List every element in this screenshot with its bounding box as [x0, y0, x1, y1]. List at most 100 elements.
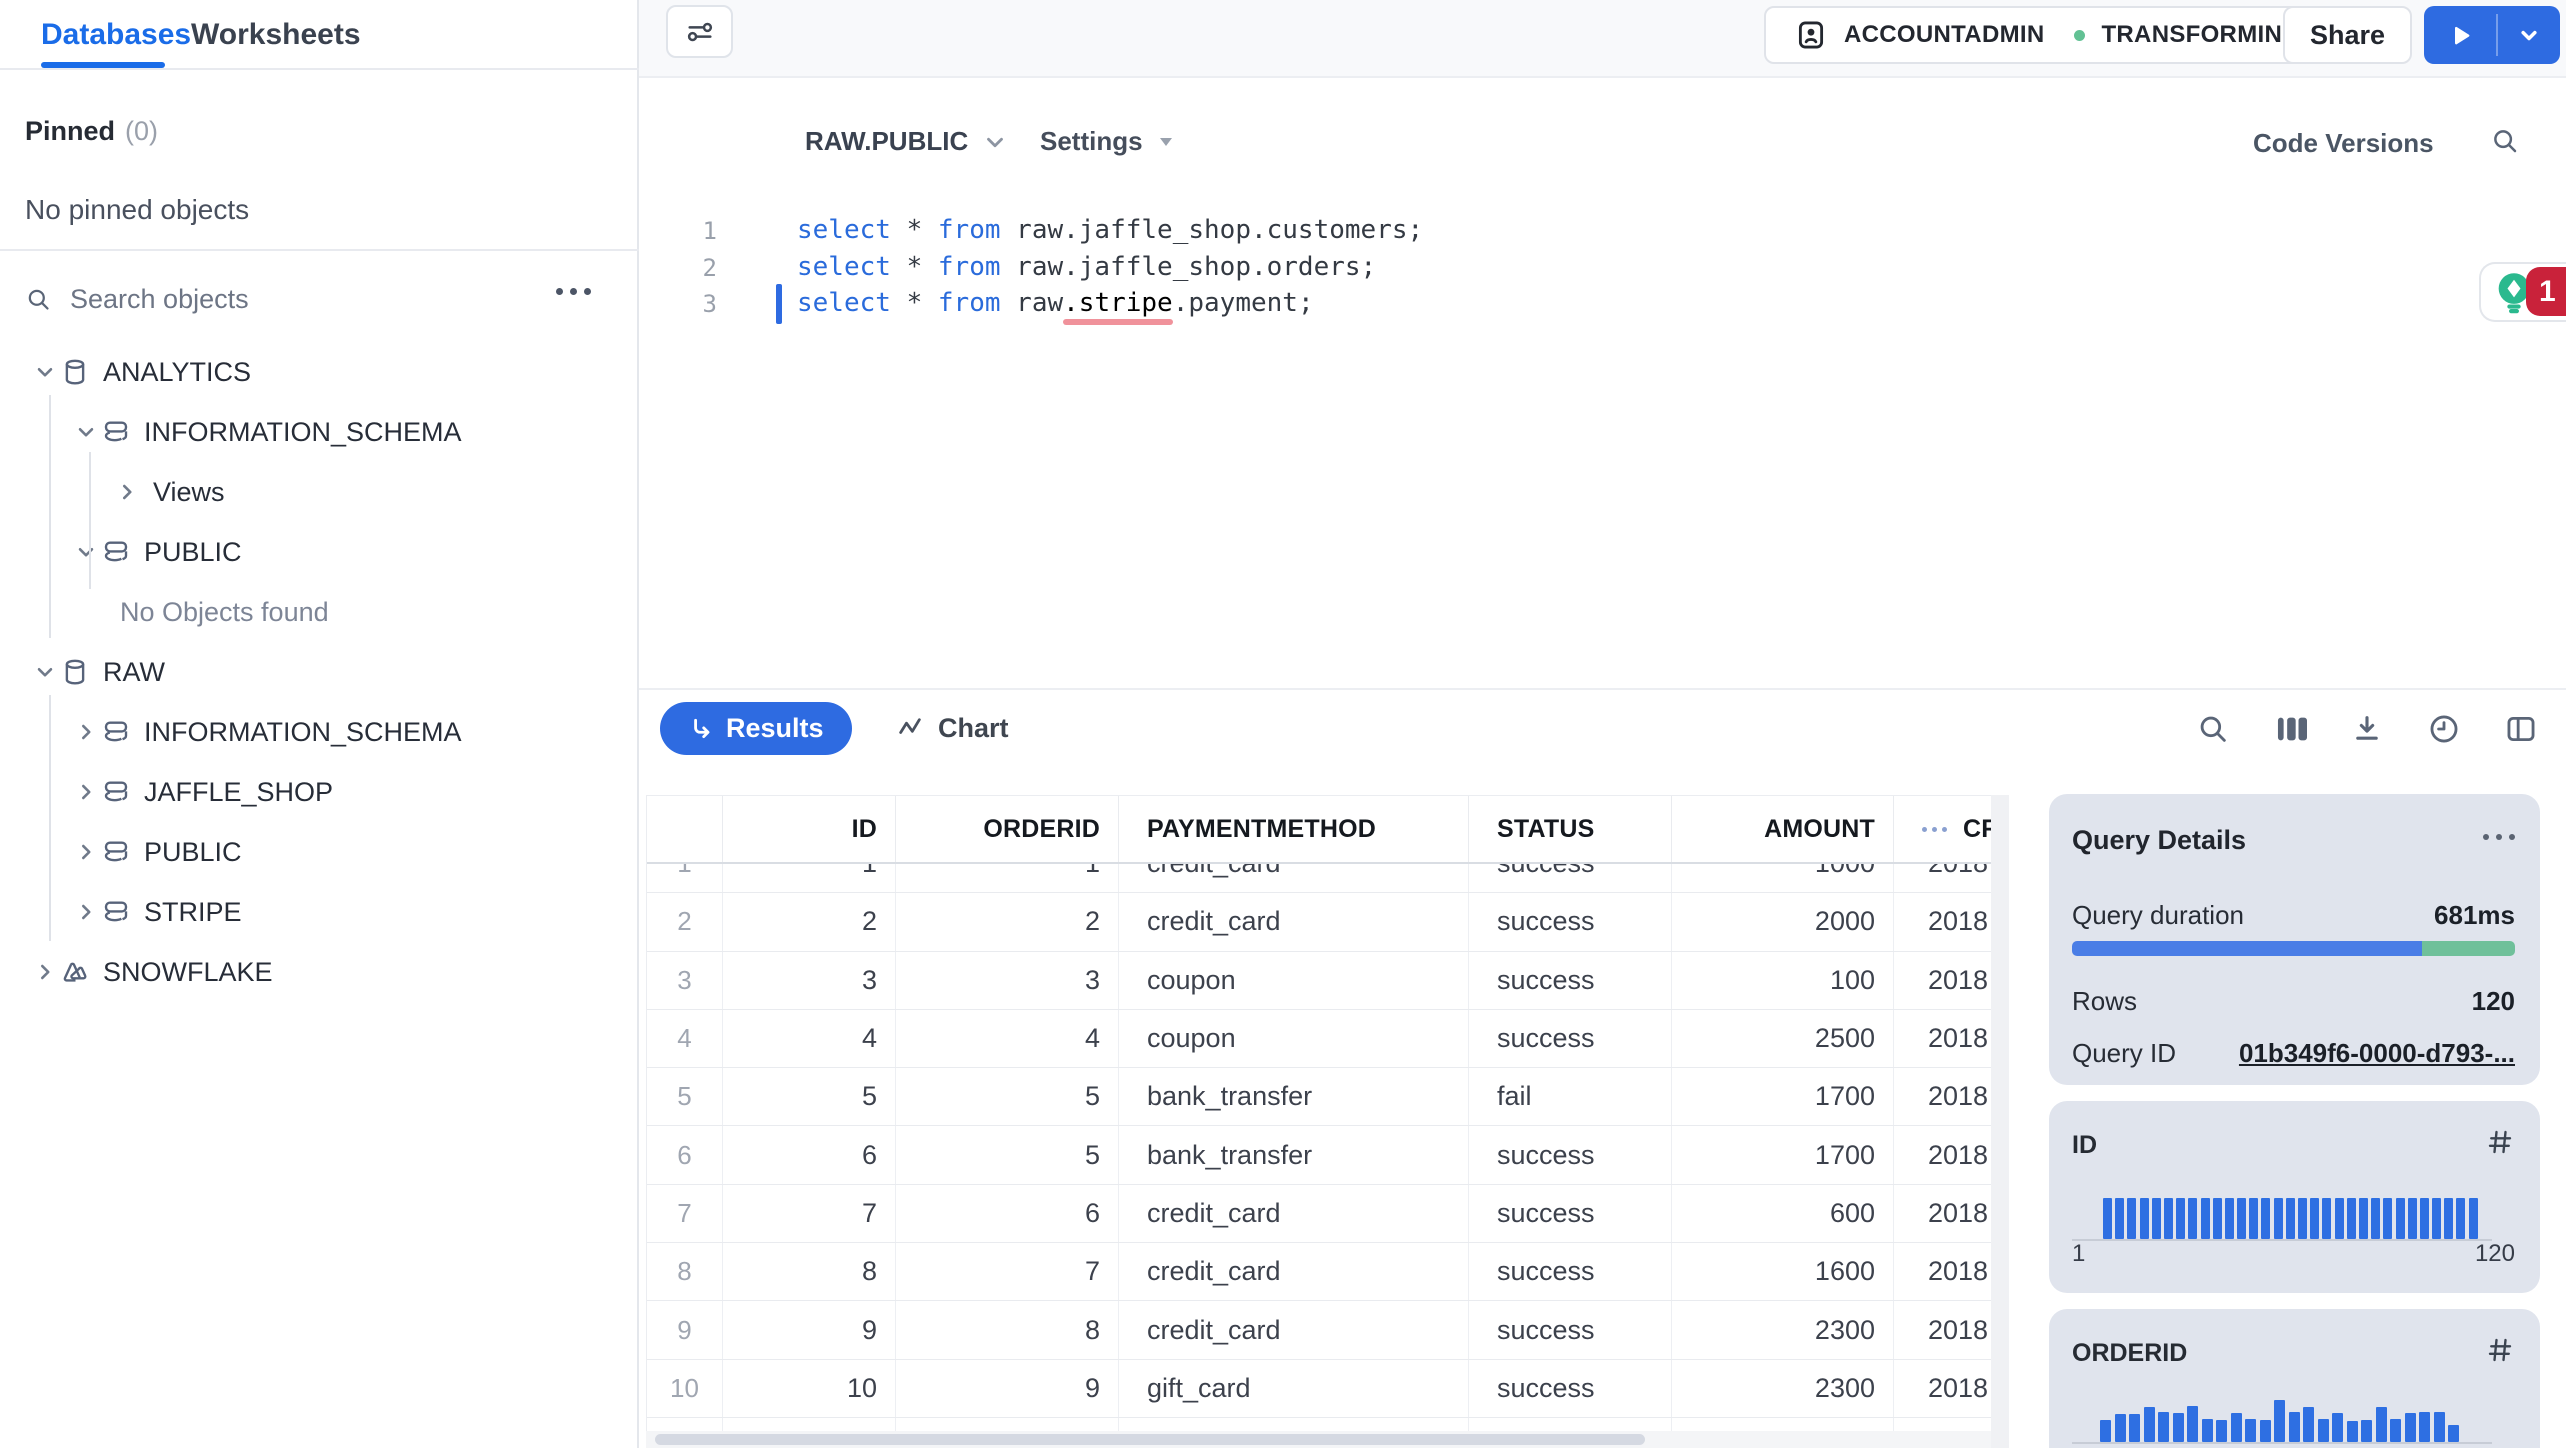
- cell-orderid[interactable]: 9: [896, 1359, 1119, 1417]
- editor-search-icon[interactable]: [2490, 126, 2520, 156]
- row-number[interactable]: 7: [647, 1184, 723, 1243]
- cell-paymentmethod[interactable]: credit_card: [1119, 1184, 1469, 1243]
- cell-paymentmethod[interactable]: credit_card: [1119, 1243, 1469, 1301]
- tab-worksheets[interactable]: Worksheets: [191, 18, 361, 51]
- cell-orderid[interactable]: 1: [896, 864, 1119, 893]
- row-number[interactable]: 6: [647, 1126, 723, 1184]
- cell-amount[interactable]: 100: [1672, 951, 1894, 1009]
- query-history-icon[interactable]: [2421, 706, 2467, 752]
- chevron-right-icon[interactable]: [71, 839, 101, 865]
- cell-paymentmethod[interactable]: bank_transfer: [1119, 1068, 1469, 1126]
- row-number[interactable]: 2: [647, 893, 723, 951]
- cell-paymentmethod[interactable]: credit_card: [1119, 893, 1469, 951]
- cell-amount[interactable]: 2300: [1672, 1301, 1894, 1359]
- cell-orderid[interactable]: 4: [896, 1009, 1119, 1068]
- column-header-created[interactable]: CREATED: [1894, 796, 1991, 862]
- tab-databases[interactable]: Databases: [41, 18, 192, 51]
- row-number[interactable]: 8: [647, 1243, 723, 1301]
- cell-id[interactable]: 5: [723, 1068, 896, 1126]
- column-header-status[interactable]: STATUS: [1469, 796, 1672, 862]
- chevron-down-icon[interactable]: [30, 359, 60, 385]
- cell-status[interactable]: success: [1469, 893, 1672, 951]
- chevron-down-icon[interactable]: [71, 419, 101, 445]
- cell-id[interactable]: 9: [723, 1301, 896, 1359]
- cell-status[interactable]: success: [1469, 1359, 1672, 1417]
- cell-created[interactable]: 2018: [1928, 1314, 1989, 1345]
- tree-item-snowflake[interactable]: SNOWFLAKE: [0, 942, 639, 1002]
- cell-id[interactable]: 7: [723, 1184, 896, 1243]
- column-header-id[interactable]: ID: [723, 796, 896, 862]
- split-panel-icon[interactable]: [2498, 706, 2544, 752]
- cell-id[interactable]: 6: [723, 1126, 896, 1184]
- tree-item-public[interactable]: PUBLIC: [0, 822, 639, 882]
- cell-paymentmethod[interactable]: gift_card: [1119, 1359, 1469, 1417]
- cell-created[interactable]: 2018: [1928, 1197, 1989, 1228]
- cell-created[interactable]: 2018: [1928, 1372, 1989, 1403]
- run-button[interactable]: [2424, 6, 2496, 64]
- column-header-orderid[interactable]: ORDERID: [896, 796, 1119, 862]
- run-options-button[interactable]: [2498, 6, 2560, 64]
- column-header-paymentmethod[interactable]: PAYMENTMETHOD: [1119, 796, 1469, 862]
- cell-id[interactable]: 10: [723, 1359, 896, 1417]
- cell-status[interactable]: fail: [1469, 1068, 1672, 1126]
- cell-paymentmethod[interactable]: coupon: [1119, 1009, 1469, 1068]
- column-stats-card-id[interactable]: ID 1 120: [2049, 1101, 2540, 1293]
- tree-item-jaffle-shop[interactable]: JAFFLE_SHOP: [0, 762, 639, 822]
- cell-amount[interactable]: 2500: [1672, 1009, 1894, 1068]
- chevron-down-icon[interactable]: [30, 659, 60, 685]
- results-search-icon[interactable]: [2190, 706, 2236, 752]
- cell-created[interactable]: 2018: [1928, 1081, 1989, 1112]
- cell-created[interactable]: 2018: [1928, 1139, 1989, 1170]
- cell-orderid[interactable]: 5: [896, 1068, 1119, 1126]
- cell-id[interactable]: 8: [723, 1243, 896, 1301]
- query-id-link[interactable]: 01b349f6-0000-d793-...: [2238, 1038, 2515, 1068]
- cell-orderid[interactable]: [896, 1417, 1119, 1431]
- cell-orderid[interactable]: 6: [896, 1184, 1119, 1243]
- code-versions-button[interactable]: Code Versions: [2253, 128, 2434, 158]
- tree-item-information-schema[interactable]: INFORMATION_SCHEMA: [0, 702, 639, 762]
- share-button[interactable]: Share: [2283, 6, 2412, 64]
- cell-id[interactable]: 2: [723, 893, 896, 951]
- cell-created[interactable]: 2018: [1894, 864, 1991, 892]
- cell-paymentmethod[interactable]: credit_card: [1119, 864, 1469, 893]
- vertical-scrollbar[interactable]: [1991, 795, 2009, 1448]
- cell-paymentmethod[interactable]: coupon: [1119, 951, 1469, 1009]
- error-count-badge[interactable]: 1: [2526, 267, 2566, 316]
- column-stats-card-orderid[interactable]: ORDERID: [2049, 1309, 2540, 1448]
- search-objects-input[interactable]: [68, 282, 452, 316]
- cell-status[interactable]: success: [1469, 1243, 1672, 1301]
- cell-amount[interactable]: 1000: [1672, 864, 1894, 893]
- row-number[interactable]: 4: [647, 1009, 723, 1068]
- cell-amount[interactable]: 2000: [1672, 893, 1894, 951]
- cell-created[interactable]: 2018: [1928, 1023, 1989, 1054]
- row-number[interactable]: 3: [647, 951, 723, 1009]
- row-number[interactable]: 5: [647, 1068, 723, 1126]
- cell-status[interactable]: [1469, 1417, 1672, 1431]
- sql-editor[interactable]: 1 select * from raw.jaffle_shop.customers…: [639, 213, 2439, 325]
- code-line-2[interactable]: 2 select * from raw.jaffle_shop.orders;: [639, 250, 2439, 287]
- chevron-right-icon[interactable]: [112, 479, 142, 505]
- row-number[interactable]: 10: [647, 1359, 723, 1417]
- cell-paymentmethod[interactable]: bank_transfer: [1119, 1126, 1469, 1184]
- cell-amount[interactable]: [1672, 1417, 1894, 1431]
- column-header-amount[interactable]: AMOUNT: [1672, 796, 1894, 862]
- sidebar-more-menu[interactable]: [556, 288, 591, 295]
- tree-item-raw[interactable]: RAW: [0, 642, 639, 702]
- tab-chart[interactable]: Chart: [896, 702, 1009, 755]
- cell-id[interactable]: 4: [723, 1009, 896, 1068]
- cell-amount[interactable]: 600: [1672, 1184, 1894, 1243]
- cell-status[interactable]: success: [1469, 1301, 1672, 1359]
- database-context-selector[interactable]: RAW.PUBLIC: [805, 126, 1008, 157]
- row-number[interactable]: [647, 1417, 723, 1431]
- cell-orderid[interactable]: 7: [896, 1243, 1119, 1301]
- cell-id[interactable]: [723, 1417, 896, 1431]
- cell-created[interactable]: 2018: [1928, 1256, 1989, 1287]
- cell-orderid[interactable]: 2: [896, 893, 1119, 951]
- query-details-menu[interactable]: [2483, 834, 2515, 840]
- row-number[interactable]: 9: [647, 1301, 723, 1359]
- worksheet-config-button[interactable]: [666, 5, 733, 58]
- cell-id[interactable]: 1: [723, 864, 896, 893]
- cell-amount[interactable]: 2300: [1672, 1359, 1894, 1417]
- cell-orderid[interactable]: 3: [896, 951, 1119, 1009]
- cell-amount[interactable]: 1600: [1672, 1243, 1894, 1301]
